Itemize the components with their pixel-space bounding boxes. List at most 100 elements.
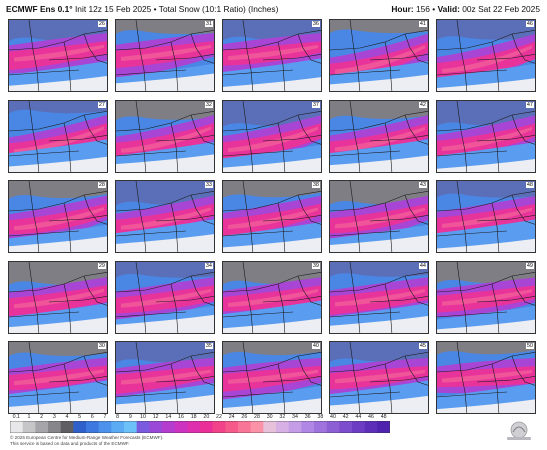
member-number: 36 [311,21,320,27]
colorbar-swatch [174,421,188,433]
member-panel: 45 [329,341,429,414]
snowfall-map [330,100,428,172]
member-number: 33 [204,182,213,188]
member-number: 46 [525,21,534,27]
colorbar-tick: 30 [266,414,273,420]
colorbar-swatch [124,421,137,433]
colorbar-swatch [364,421,378,433]
valid-label: Valid: [437,4,460,14]
member-number: 49 [525,262,534,269]
colorbar-swatch [377,421,390,433]
snowfall-map [330,20,428,91]
colorbar-tick: 20 [203,414,210,420]
colorbar-tick: 46 [368,414,374,420]
member-number: 39 [311,262,320,269]
snowfall-map [330,181,428,252]
colorbar-tick: 9 [128,414,132,420]
colorbar-swatch [136,421,150,433]
colorbar-tick: 4 [65,414,69,420]
source-text: This service is based on data and produc… [10,441,130,446]
map-info: Init 12z 15 Feb 2025 • Total Snow (10:1 … [74,4,279,14]
snowfall-map [9,261,107,333]
colorbar-tick: 38 [317,414,324,420]
snowfall-map [116,342,214,413]
colorbar [10,421,390,433]
colorbar-tick: 3 [52,414,56,420]
colorbar-tick: 32 [279,414,286,420]
colorbar-swatch [301,421,315,433]
member-panel: 43 [329,180,429,253]
member-panel: 31 [115,19,215,92]
model-name: ECMWF Ens 0.1° [6,4,73,14]
colorbar-tick: 42 [342,414,349,420]
colorbar-tick: 6 [90,414,94,420]
colorbar-swatch [339,421,353,433]
member-number: 30 [97,343,106,349]
map-title: ECMWF Ens 0.1° Init 12z 15 Feb 2025 • To… [6,4,278,14]
colorbar-swatch [263,421,277,433]
colorbar-tick: 12 [152,414,159,420]
colorbar-swatch [10,421,23,433]
member-number: 42 [418,101,427,108]
member-number: 45 [418,343,427,349]
member-number: 41 [418,21,427,27]
snowfall-map [116,20,214,91]
hour-label: Hour: [391,4,414,14]
member-panel: 36 [222,19,322,92]
member-number: 43 [418,182,427,188]
member-number: 44 [418,262,427,269]
member-number: 29 [97,262,106,269]
member-panel: 32 [115,99,215,173]
member-number: 47 [525,101,534,108]
colorbar-swatch [187,421,201,433]
member-panel: 30 [8,341,108,414]
hour-value: 156 [415,4,430,14]
colorbar-swatch [250,421,264,433]
member-number: 37 [311,101,320,108]
member-panel: 39 [222,260,322,334]
colorbar-tick: 34 [292,414,298,420]
snowfall-map [116,181,214,252]
colorbar-tick: 22 [216,414,222,420]
member-panel: 49 [436,260,536,334]
snowfall-map [9,342,107,413]
member-panel: 35 [115,341,215,414]
colorbar-swatch [225,421,239,433]
header: ECMWF Ens 0.1° Init 12z 15 Feb 2025 • To… [0,0,547,18]
snowfall-map [330,342,428,413]
colorbar-tick: 24 [228,414,235,420]
colorbar-tick: 40 [330,414,336,420]
snowfall-map [437,100,535,172]
colorbar-swatch [73,421,87,433]
colorbar-swatch [162,421,175,433]
snowfall-map [223,342,321,413]
member-number: 38 [311,182,320,188]
colorbar-tick: 26 [241,414,248,420]
snowfall-map [223,181,321,252]
colorbar-tick: 44 [355,414,362,420]
snowfall-map [437,342,535,413]
member-panel: 26 [8,19,108,92]
member-panel: 33 [115,180,215,253]
member-panel: 47 [436,99,536,173]
member-panel: 44 [329,260,429,334]
colorbar-tick: 18 [190,414,197,420]
member-number: 48 [525,182,534,188]
member-panel: 28 [8,180,108,253]
snowfall-map [116,261,214,333]
colorbar-tick: 10 [140,414,146,420]
snowfall-map [223,100,321,172]
colorbar-swatch [276,421,289,433]
member-number: 50 [525,343,534,349]
colorbar-swatch [149,421,163,433]
snowfall-map [223,261,321,333]
member-number: 28 [97,182,106,188]
colorbar-swatch [35,421,49,433]
member-panel: 46 [436,19,536,92]
snowfall-map [330,261,428,333]
member-panel: 37 [222,99,322,173]
colorbar-swatch [326,421,340,433]
member-number: 34 [204,262,213,269]
colorbar-swatch [212,421,226,433]
member-panel: 48 [436,180,536,253]
